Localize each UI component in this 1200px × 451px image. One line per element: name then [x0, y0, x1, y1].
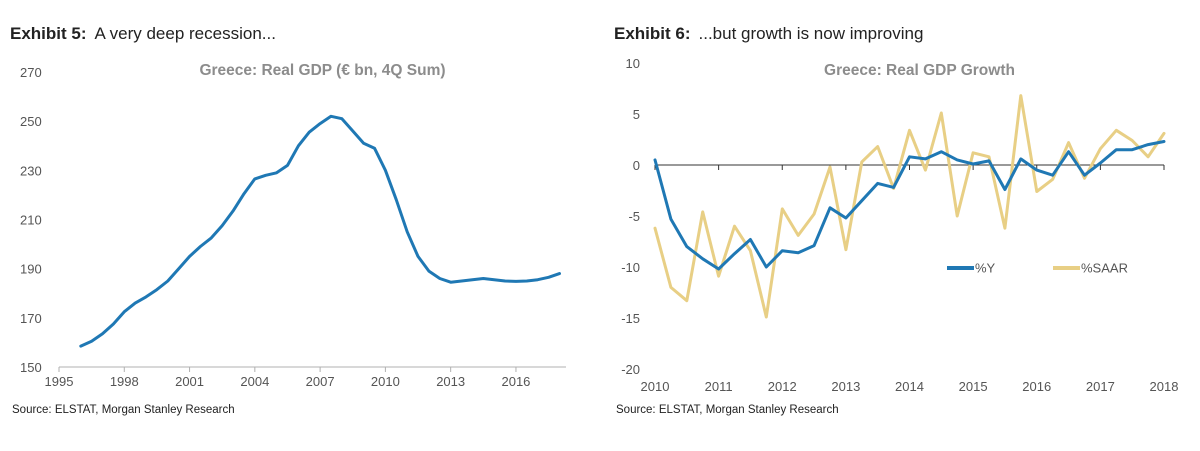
chart-title: Greece: Real GDP Growth [824, 62, 1015, 79]
x-tick-label: 2014 [895, 379, 924, 394]
exhibit-heading: Exhibit 5: A very deep recession... [10, 24, 276, 44]
legend-label: %Y [975, 261, 996, 276]
series-line-pct-y [653, 140, 1166, 271]
legend-label: %SAAR [1081, 261, 1128, 276]
y-tick-label: -5 [628, 209, 640, 224]
y-tick-label: 170 [20, 311, 42, 326]
x-tick-label: 2001 [175, 374, 204, 389]
y-tick-label: -10 [621, 260, 640, 275]
series-line-pct-saar [653, 94, 1166, 319]
x-tick-label: 2018 [1150, 379, 1179, 394]
source-note: Source: ELSTAT, Morgan Stanley Research [616, 404, 839, 416]
exhibit-number: Exhibit 5: [10, 24, 87, 43]
exhibit-caption: A very deep recession... [94, 24, 276, 43]
source-note: Source: ELSTAT, Morgan Stanley Research [12, 404, 235, 416]
y-tick-label: 150 [20, 360, 42, 375]
x-tick-label: 2012 [768, 379, 797, 394]
x-tick-label: 2010 [641, 379, 670, 394]
x-tick-label: 1998 [110, 374, 139, 389]
gdp-level-chart: Greece: Real GDP (€ bn, 4Q Sum) 150 170 190… [20, 62, 566, 389]
x-tick-label: 2013 [831, 379, 860, 394]
x-tick-label: 2010 [371, 374, 400, 389]
exhibit-caption: ...but growth is now improving [698, 24, 924, 43]
y-tick-label: 250 [20, 114, 42, 129]
x-tick-label: 2011 [705, 379, 733, 394]
y-tick-label: 10 [626, 56, 640, 71]
y-tick-label: -15 [621, 311, 640, 326]
x-tick-label: 2016 [1022, 379, 1051, 394]
x-tick-label: 2007 [306, 374, 335, 389]
x-tick-label: 2013 [436, 374, 465, 389]
y-tick-label: 230 [20, 163, 42, 178]
x-tick-label: 1995 [45, 374, 74, 389]
exhibit-heading: Exhibit 6: ...but growth is now improving [614, 24, 923, 44]
y-tick-label: 270 [20, 65, 42, 80]
x-tick-label: 2017 [1086, 379, 1115, 394]
y-tick-label: 210 [20, 213, 42, 228]
exhibit-6: Exhibit 6: ...but growth is now improving… [604, 0, 1200, 451]
x-tick-label: 2004 [240, 374, 269, 389]
x-tick-label: 2015 [959, 379, 988, 394]
y-tick-label: 190 [20, 262, 42, 277]
y-tick-label: 5 [633, 107, 640, 122]
gdp-series-line [79, 114, 561, 348]
x-tick-label: 2016 [501, 374, 530, 389]
y-tick-label: -20 [621, 362, 640, 377]
exhibit-5: Exhibit 5: A very deep recession... Greec… [10, 24, 566, 416]
exhibit-number: Exhibit 6: [614, 24, 691, 43]
chart-title: Greece: Real GDP (€ bn, 4Q Sum) [199, 62, 445, 79]
gdp-growth-chart: Greece: Real GDP Growth -20 -15 -10 -5 0 5 10 20… [621, 56, 1179, 394]
y-tick-label: 0 [633, 158, 640, 173]
